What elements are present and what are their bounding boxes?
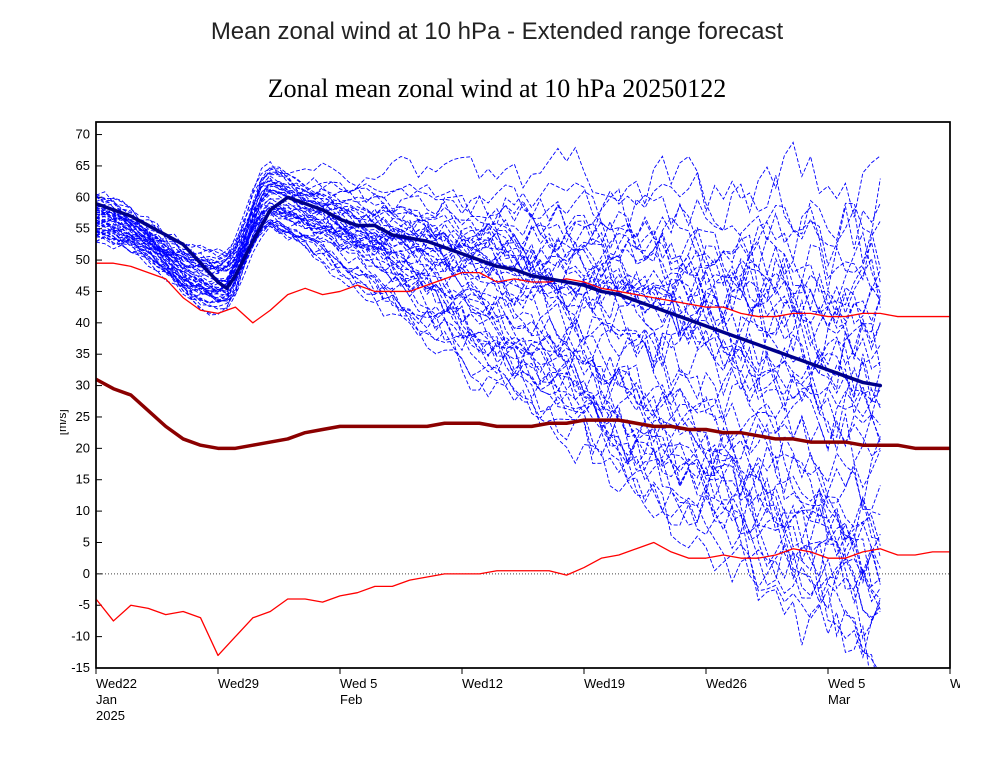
svg-text:2025: 2025: [96, 708, 125, 723]
svg-text:40: 40: [76, 315, 90, 330]
y-axis-label: [m/s]: [60, 409, 69, 435]
svg-text:Wed29: Wed29: [218, 676, 259, 691]
svg-text:Wed12: Wed12: [462, 676, 503, 691]
svg-text:-5: -5: [78, 597, 90, 612]
ensemble-member: [96, 162, 880, 674]
svg-text:10: 10: [76, 503, 90, 518]
svg-text:-10: -10: [71, 629, 90, 644]
ensemble-member: [96, 169, 880, 334]
chart-svg: -15-10-50510152025303540455055606570[m/s…: [60, 118, 960, 758]
svg-text:35: 35: [76, 346, 90, 361]
svg-text:Wed19: Wed19: [584, 676, 625, 691]
climatology-lower-line: [96, 542, 950, 655]
svg-text:15: 15: [76, 472, 90, 487]
forecast-chart: -15 -10 -5 0 5 10 15 20 25 30 35 40 45 50 55 60 65 70 [m/s…: [60, 118, 960, 708]
svg-text:Wed26: Wed26: [706, 676, 747, 691]
svg-text:5: 5: [83, 534, 90, 549]
svg-text:Wed 5: Wed 5: [340, 676, 377, 691]
ensemble-member: [96, 176, 880, 657]
svg-text:65: 65: [76, 158, 90, 173]
ensemble-member: [96, 181, 880, 521]
svg-text:Wed22: Wed22: [96, 676, 137, 691]
page-title: Mean zonal wind at 10 hPa - Extended ran…: [0, 18, 994, 46]
svg-text:20: 20: [76, 440, 90, 455]
svg-text:Wed 5: Wed 5: [828, 676, 865, 691]
svg-text:50: 50: [76, 252, 90, 267]
ensemble-member: [96, 173, 880, 413]
svg-text:Feb: Feb: [340, 692, 362, 707]
svg-text:Jan: Jan: [96, 692, 117, 707]
ensemble-series: [96, 142, 880, 693]
svg-text:60: 60: [76, 189, 90, 204]
svg-text:55: 55: [76, 221, 90, 236]
svg-text:Wed12: Wed12: [950, 676, 960, 691]
ensemble-member: [96, 184, 880, 617]
x-axis: Wed22Jan2025Wed29Wed 5FebWed12Wed19Wed26…: [96, 668, 960, 723]
svg-text:70: 70: [76, 127, 90, 142]
svg-text:45: 45: [76, 283, 90, 298]
svg-text:0: 0: [83, 566, 90, 581]
ensemble-member: [96, 191, 880, 450]
ensemble-member: [96, 224, 880, 610]
svg-text:Mar: Mar: [828, 692, 851, 707]
svg-text:30: 30: [76, 378, 90, 393]
svg-text:-15: -15: [71, 660, 90, 675]
svg-text:25: 25: [76, 409, 90, 424]
ensemble-member: [96, 213, 880, 503]
chart-title: Zonal mean zonal wind at 10 hPa 20250122: [0, 74, 994, 104]
